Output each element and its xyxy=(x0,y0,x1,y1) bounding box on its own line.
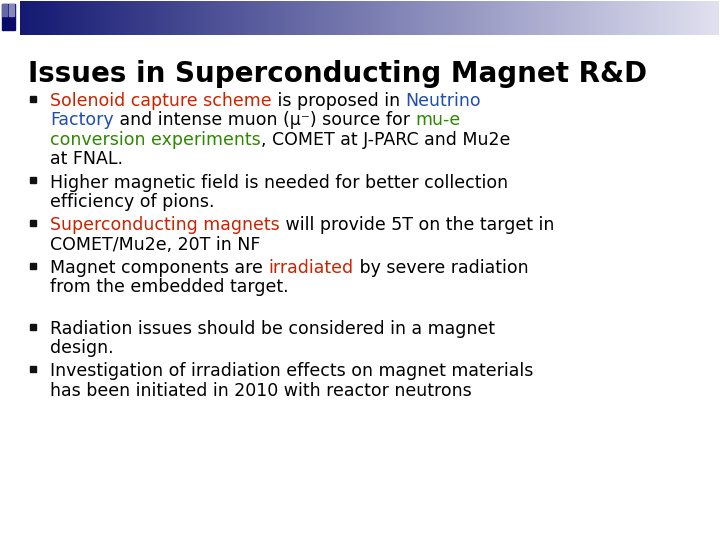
Text: Investigation of irradiation effects on magnet materials: Investigation of irradiation effects on … xyxy=(50,362,534,381)
Bar xyxy=(2,4,15,30)
Bar xyxy=(2,4,7,16)
Text: Solenoid capture scheme: Solenoid capture scheme xyxy=(50,92,271,110)
Text: irradiated: irradiated xyxy=(269,259,354,277)
Text: Radiation issues should be considered in a magnet: Radiation issues should be considered in… xyxy=(50,320,495,338)
Text: Higher magnetic field is needed for better collection: Higher magnetic field is needed for bett… xyxy=(50,173,508,192)
Text: Superconducting magnets: Superconducting magnets xyxy=(50,216,280,234)
Text: Issues in Superconducting Magnet R&D: Issues in Superconducting Magnet R&D xyxy=(28,60,647,88)
Text: has been initiated in 2010 with reactor neutrons: has been initiated in 2010 with reactor … xyxy=(50,382,472,400)
Text: and intense muon (μ⁻) source for: and intense muon (μ⁻) source for xyxy=(114,111,415,130)
Text: conversion experiments: conversion experiments xyxy=(50,131,261,149)
Text: from the embedded target.: from the embedded target. xyxy=(50,279,289,296)
Text: , COMET at J-PARC and Mu2e: , COMET at J-PARC and Mu2e xyxy=(261,131,510,149)
Text: by severe radiation: by severe radiation xyxy=(354,259,528,277)
Text: design.: design. xyxy=(50,339,114,357)
Text: Neutrino: Neutrino xyxy=(405,92,481,110)
Bar xyxy=(9,4,14,16)
Text: at FNAL.: at FNAL. xyxy=(50,150,123,168)
Text: Factory: Factory xyxy=(50,111,114,130)
Text: COMET/Mu2e, 20T in NF: COMET/Mu2e, 20T in NF xyxy=(50,235,261,254)
Text: Magnet components are: Magnet components are xyxy=(50,259,269,277)
Text: mu-e: mu-e xyxy=(415,111,460,130)
Text: is proposed in: is proposed in xyxy=(271,92,405,110)
Text: efficiency of pions.: efficiency of pions. xyxy=(50,193,215,211)
Text: will provide 5T on the target in: will provide 5T on the target in xyxy=(280,216,554,234)
